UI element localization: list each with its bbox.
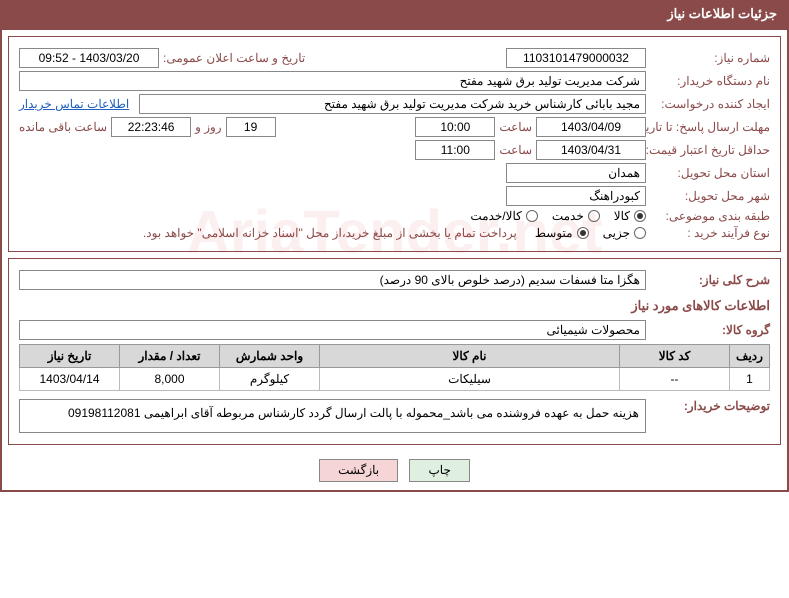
radio-goods[interactable]: کالا bbox=[614, 209, 646, 223]
field-need-no: 1103101479000032 bbox=[506, 48, 646, 68]
label-requester: ایجاد کننده درخواست: bbox=[650, 97, 770, 111]
cell-qty: 8,000 bbox=[120, 368, 220, 391]
cell-unit: کیلوگرم bbox=[220, 368, 320, 391]
radio-label-both: کالا/خدمت bbox=[470, 209, 521, 223]
field-remaining-time: 22:23:46 bbox=[111, 117, 191, 137]
label-deadline: مهلت ارسال پاسخ: تا تاریخ: bbox=[650, 120, 770, 134]
label-province: استان محل تحویل: bbox=[650, 166, 770, 180]
cell-row: 1 bbox=[730, 368, 770, 391]
panel-title: جزئیات اطلاعات نیاز bbox=[667, 6, 777, 21]
field-validity-time: 11:00 bbox=[415, 140, 495, 160]
process-note: پرداخت تمام یا بخشی از مبلغ خرید،از محل … bbox=[143, 226, 517, 240]
field-province: همدان bbox=[506, 163, 646, 183]
description-panel: شرح کلی نیاز: هگزا متا فسفات سدیم (درصد … bbox=[8, 258, 781, 445]
cell-code: -- bbox=[620, 368, 730, 391]
label-buyer-notes: توضیحات خریدار: bbox=[650, 399, 770, 413]
label-process: نوع فرآیند خرید : bbox=[650, 226, 770, 240]
label-goods-group: گروه کالا: bbox=[650, 323, 770, 337]
table-row: 1 -- سیلیکات کیلوگرم 8,000 1403/04/14 bbox=[20, 368, 770, 391]
label-days-and: روز و bbox=[195, 120, 222, 134]
field-buyer-org: شرکت مدیریت تولید برق شهید مفتح bbox=[19, 71, 646, 91]
field-announce-dt: 1403/03/20 - 09:52 bbox=[19, 48, 159, 68]
label-need-no: شماره نیاز: bbox=[650, 51, 770, 65]
th-qty: تعداد / مقدار bbox=[120, 345, 220, 368]
radio-label-goods: کالا bbox=[614, 209, 630, 223]
field-goods-group: محصولات شیمیائی bbox=[19, 320, 646, 340]
radio-label-service: خدمت bbox=[552, 209, 584, 223]
th-code: کد کالا bbox=[620, 345, 730, 368]
radio-medium[interactable]: متوسط bbox=[535, 226, 589, 240]
field-city: کبودراهنگ bbox=[506, 186, 646, 206]
label-buyer-org: نام دستگاه خریدار: bbox=[650, 74, 770, 88]
label-announce-dt: تاریخ و ساعت اعلان عمومی: bbox=[163, 51, 305, 65]
field-validity-date: 1403/04/31 bbox=[536, 140, 646, 160]
radio-dot-goods bbox=[637, 213, 643, 219]
button-row: چاپ بازگشت bbox=[8, 451, 781, 484]
panel-header: جزئیات اطلاعات نیاز bbox=[0, 0, 789, 28]
label-time1: ساعت bbox=[499, 120, 532, 134]
th-name: نام کالا bbox=[320, 345, 620, 368]
th-unit: واحد شمارش bbox=[220, 345, 320, 368]
back-button[interactable]: بازگشت bbox=[319, 459, 398, 482]
field-deadline-date: 1403/04/09 bbox=[536, 117, 646, 137]
radio-label-partial: جزیی bbox=[603, 226, 630, 240]
radio-both[interactable]: کالا/خدمت bbox=[470, 209, 537, 223]
field-remaining-days: 19 bbox=[226, 117, 276, 137]
th-row: ردیف bbox=[730, 345, 770, 368]
label-category: طبقه بندی موضوعی: bbox=[650, 209, 770, 223]
details-panel: شماره نیاز: 1103101479000032 تاریخ و ساع… bbox=[8, 36, 781, 252]
label-validity: حداقل تاریخ اعتبار قیمت: تا تاریخ: bbox=[650, 143, 770, 157]
radio-partial[interactable]: جزیی bbox=[603, 226, 646, 240]
label-time2: ساعت bbox=[499, 143, 532, 157]
items-section-title: اطلاعات کالاهای مورد نیاز bbox=[19, 298, 770, 314]
radio-label-medium: متوسط bbox=[535, 226, 573, 240]
label-city: شهر محل تحویل: bbox=[650, 189, 770, 203]
category-radio-group: کالا خدمت کالا/خدمت bbox=[470, 209, 646, 223]
radio-service[interactable]: خدمت bbox=[552, 209, 600, 223]
cell-name: سیلیکات bbox=[320, 368, 620, 391]
field-deadline-time: 10:00 bbox=[415, 117, 495, 137]
outer-frame: AriaTender.net شماره نیاز: 1103101479000… bbox=[0, 28, 789, 492]
cell-date: 1403/04/14 bbox=[20, 368, 120, 391]
label-remaining: ساعت باقی مانده bbox=[19, 120, 107, 134]
radio-dot-medium bbox=[580, 230, 586, 236]
field-requester: مجید بابائی کارشناس خرید شرکت مدیریت تول… bbox=[139, 94, 646, 114]
field-general-desc: هگزا متا فسفات سدیم (درصد خلوص بالای 90 … bbox=[19, 270, 646, 290]
print-button[interactable]: چاپ bbox=[409, 459, 469, 482]
label-general-desc: شرح کلی نیاز: bbox=[650, 273, 770, 287]
process-radio-group: جزیی متوسط bbox=[535, 226, 646, 240]
field-buyer-notes: هزینه حمل به عهده فروشنده می باشد_محموله… bbox=[19, 399, 646, 433]
th-date: تاریخ نیاز bbox=[20, 345, 120, 368]
link-buyer-contact[interactable]: اطلاعات تماس خریدار bbox=[19, 97, 129, 111]
items-table: ردیف کد کالا نام کالا واحد شمارش تعداد /… bbox=[19, 344, 770, 391]
